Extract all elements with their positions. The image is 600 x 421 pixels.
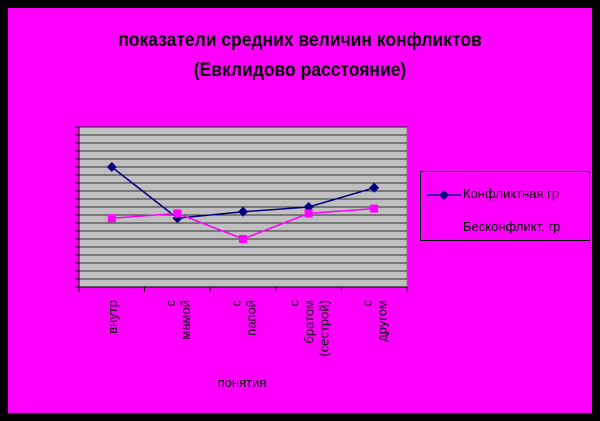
chart-title: показатели средних величин конфликтов [118, 30, 482, 51]
data-point [107, 214, 116, 223]
y-axis-ticks [75, 126, 80, 288]
x-axis-ticks [78, 286, 408, 292]
gridlines [79, 126, 407, 288]
x-tick-label: с [360, 300, 375, 307]
legend-label-nonconflict: Бесконфликт. гр [463, 219, 561, 234]
data-point [239, 235, 247, 243]
legend-item-conflict: Конфликтная гр [421, 185, 591, 205]
x-tick-label: братом [302, 300, 317, 344]
series-layer [106, 162, 380, 243]
x-tick-label: мамой [178, 300, 193, 340]
x-tick-label: с [287, 300, 302, 307]
data-point [106, 162, 117, 172]
x-axis-label: понятия [218, 375, 267, 390]
chart-subtitle: (Евклидово расстояние) [193, 60, 407, 81]
legend-item-nonconflict: Бесконфликт. гр [421, 218, 591, 238]
x-tick-label: другом [375, 300, 390, 342]
x-axis-tick-labels: внутр с мамой с папой с братом (сестрой) с другом [105, 300, 390, 357]
data-point [304, 209, 313, 218]
x-tick-label: внутр [105, 300, 120, 334]
x-tick-label: (сестрой) [317, 300, 332, 357]
legend-label-conflict: Конфликтная гр [463, 186, 560, 201]
data-point [369, 182, 380, 193]
x-tick-label: папой [244, 300, 259, 336]
x-tick-label: с [163, 300, 178, 307]
x-tick-label: с [229, 300, 244, 307]
data-point [238, 206, 248, 217]
legend-marker-conflict [427, 190, 461, 200]
data-point [173, 209, 182, 218]
data-point [370, 204, 379, 213]
legend: Конфликтная гр Бесконфликт. гр [420, 171, 590, 241]
